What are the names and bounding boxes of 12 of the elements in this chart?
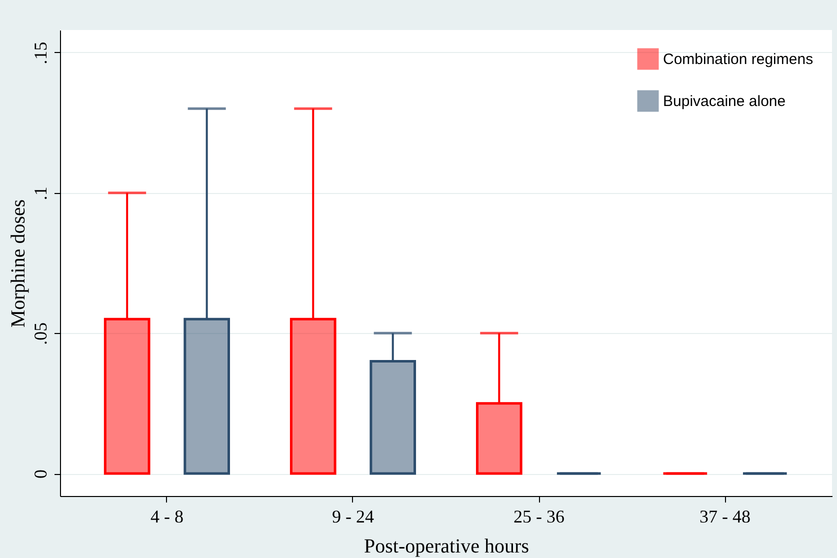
y-axis-title: Morphine doses xyxy=(8,199,30,328)
y-tick-label: .1 xyxy=(30,186,50,200)
x-tick-label: 4 - 8 xyxy=(150,506,184,526)
y-tick-label: 0 xyxy=(30,470,50,479)
x-tick-label: 9 - 24 xyxy=(332,506,374,526)
x-axis-title: Post-operative hours xyxy=(364,536,530,558)
y-tick-label: .15 xyxy=(30,42,50,64)
y-tick-label: .05 xyxy=(30,322,50,345)
x-tick-label: 37 - 48 xyxy=(700,506,751,526)
legend-label: Combination regimens xyxy=(663,51,814,68)
x-tick-label: 25 - 36 xyxy=(514,506,565,526)
legend-label: Bupivacaine alone xyxy=(663,93,786,110)
